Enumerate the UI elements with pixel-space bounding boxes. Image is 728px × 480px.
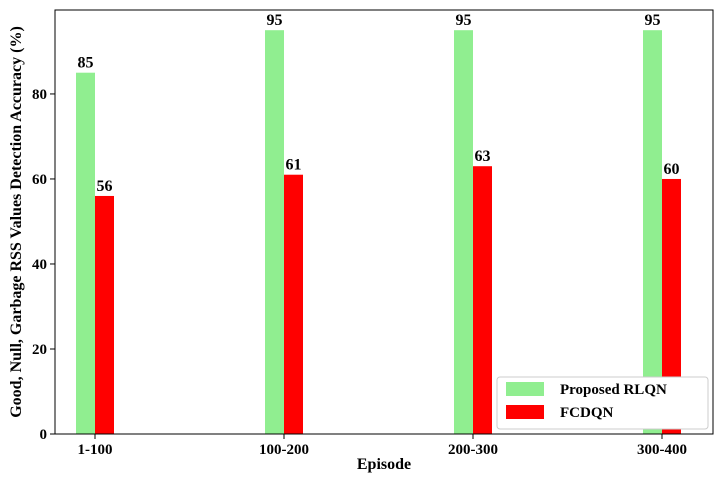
bar-proposed-rlqn-1-100 bbox=[76, 72, 95, 434]
bars-group bbox=[76, 30, 681, 435]
bar-fcdqn-100-200 bbox=[284, 174, 303, 434]
x-tick-label: 1-100 bbox=[78, 442, 113, 458]
bar-label-proposed-rlqn-200-300: 95 bbox=[456, 12, 472, 29]
bar-label-fcdqn-200-300: 63 bbox=[475, 148, 491, 165]
bar-fcdqn-200-300 bbox=[473, 166, 492, 435]
bar-label-fcdqn-300-400: 60 bbox=[664, 161, 680, 178]
bar-proposed-rlqn-300-400 bbox=[643, 30, 662, 434]
bar-proposed-rlqn-200-300 bbox=[454, 30, 473, 434]
bar-label-proposed-rlqn-300-400: 95 bbox=[645, 12, 661, 29]
x-tick-label: 300-400 bbox=[637, 442, 687, 458]
y-tick-label: 40 bbox=[32, 257, 47, 273]
x-axis-label: Episode bbox=[357, 456, 411, 473]
legend-swatch-fcdqn bbox=[506, 405, 544, 419]
bar-fcdqn-1-100 bbox=[95, 195, 114, 434]
y-tick-label: 60 bbox=[32, 172, 47, 188]
y-tick-label: 0 bbox=[40, 427, 48, 443]
legend: Proposed RLQN FCDQN bbox=[496, 376, 709, 430]
x-tick-label: 100-200 bbox=[259, 442, 309, 458]
legend-label-fcdqn: FCDQN bbox=[560, 405, 613, 421]
bar-labels-group: 85 95 95 95 56 61 63 60 bbox=[78, 12, 680, 195]
bar-proposed-rlqn-100-200 bbox=[265, 30, 284, 434]
y-axis: 0 20 40 60 80 bbox=[32, 87, 55, 443]
bar-label-proposed-rlqn-1-100: 85 bbox=[78, 55, 94, 72]
y-tick-label: 20 bbox=[32, 342, 47, 358]
y-tick-label: 80 bbox=[32, 87, 47, 103]
legend-label-proposed-rlqn: Proposed RLQN bbox=[560, 382, 667, 398]
bar-fcdqn-300-400 bbox=[662, 178, 681, 434]
bar-label-fcdqn-100-200: 61 bbox=[286, 157, 302, 174]
x-axis: 1-100 100-200 200-300 300-400 bbox=[78, 434, 687, 458]
legend-swatch-proposed-rlqn bbox=[506, 382, 544, 396]
y-axis-label: Good, Null, Garbage RSS Values Detection… bbox=[8, 26, 25, 418]
plot-frame bbox=[54, 9, 714, 435]
plot-area bbox=[55, 10, 713, 434]
x-tick-label: 200-300 bbox=[448, 442, 498, 458]
legend-box bbox=[496, 376, 709, 430]
bar-label-fcdqn-1-100: 56 bbox=[97, 178, 113, 195]
bar-label-proposed-rlqn-100-200: 95 bbox=[267, 12, 283, 29]
